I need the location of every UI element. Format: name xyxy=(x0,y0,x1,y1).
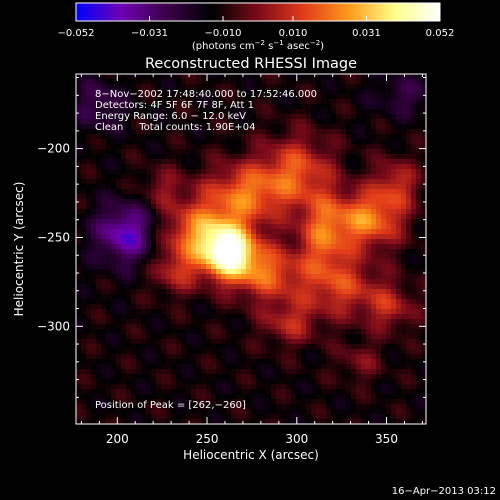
colorbar-unit: (photons cm−2 s−1 asec−2) xyxy=(192,39,324,52)
x-tick-label: 200 xyxy=(106,432,129,446)
x-tick-label: 300 xyxy=(285,432,308,446)
colorbar-ticks: −0.052 −0.031 −0.010 0.010 0.031 0.052 xyxy=(57,16,454,39)
colorbar-tick-label: −0.010 xyxy=(204,28,241,39)
x-axis-label: Heliocentric X (arcsec) xyxy=(183,448,319,462)
colorbar-tick-label: −0.052 xyxy=(57,28,94,39)
peak-position-label: Position of Peak = [262,−260] xyxy=(95,400,246,411)
axis-ticks: 200 250 300 350 −200 −250 −300 xyxy=(37,74,426,446)
x-tick-label: 350 xyxy=(375,432,398,446)
colorbar-tick-label: −0.031 xyxy=(131,28,168,39)
y-tick-label: −200 xyxy=(37,142,70,156)
plot-frame xyxy=(75,73,427,425)
y-axis-label: Heliocentric Y (arcsec) xyxy=(12,182,26,317)
footer-date: 16−Apr−2013 03:12 xyxy=(392,486,496,497)
colorbar xyxy=(75,2,441,22)
colorbar-tick-label: 0.031 xyxy=(352,28,381,39)
x-tick-label: 250 xyxy=(196,432,219,446)
heatmap-image xyxy=(76,74,426,424)
colorbar-tick-label: 0.052 xyxy=(426,28,455,39)
colorbar-tick-label: 0.010 xyxy=(279,28,308,39)
annotation-energy-range: Energy Range: 6.0 − 12.0 keV xyxy=(95,111,246,122)
annotation-detectors: Detectors: 4F 5F 6F 7F 8F, Att 1 xyxy=(95,100,254,111)
chart-title: Reconstructed RHESSI Image xyxy=(145,56,357,72)
y-tick-label: −250 xyxy=(37,230,70,244)
y-tick-label: −300 xyxy=(37,319,70,333)
annotation-time-range: 8−Nov−2002 17:48:40.000 to 17:52:46.000 xyxy=(95,89,317,100)
annotation-clean-counts: Clean Total counts: 1.90E+04 xyxy=(95,122,255,133)
